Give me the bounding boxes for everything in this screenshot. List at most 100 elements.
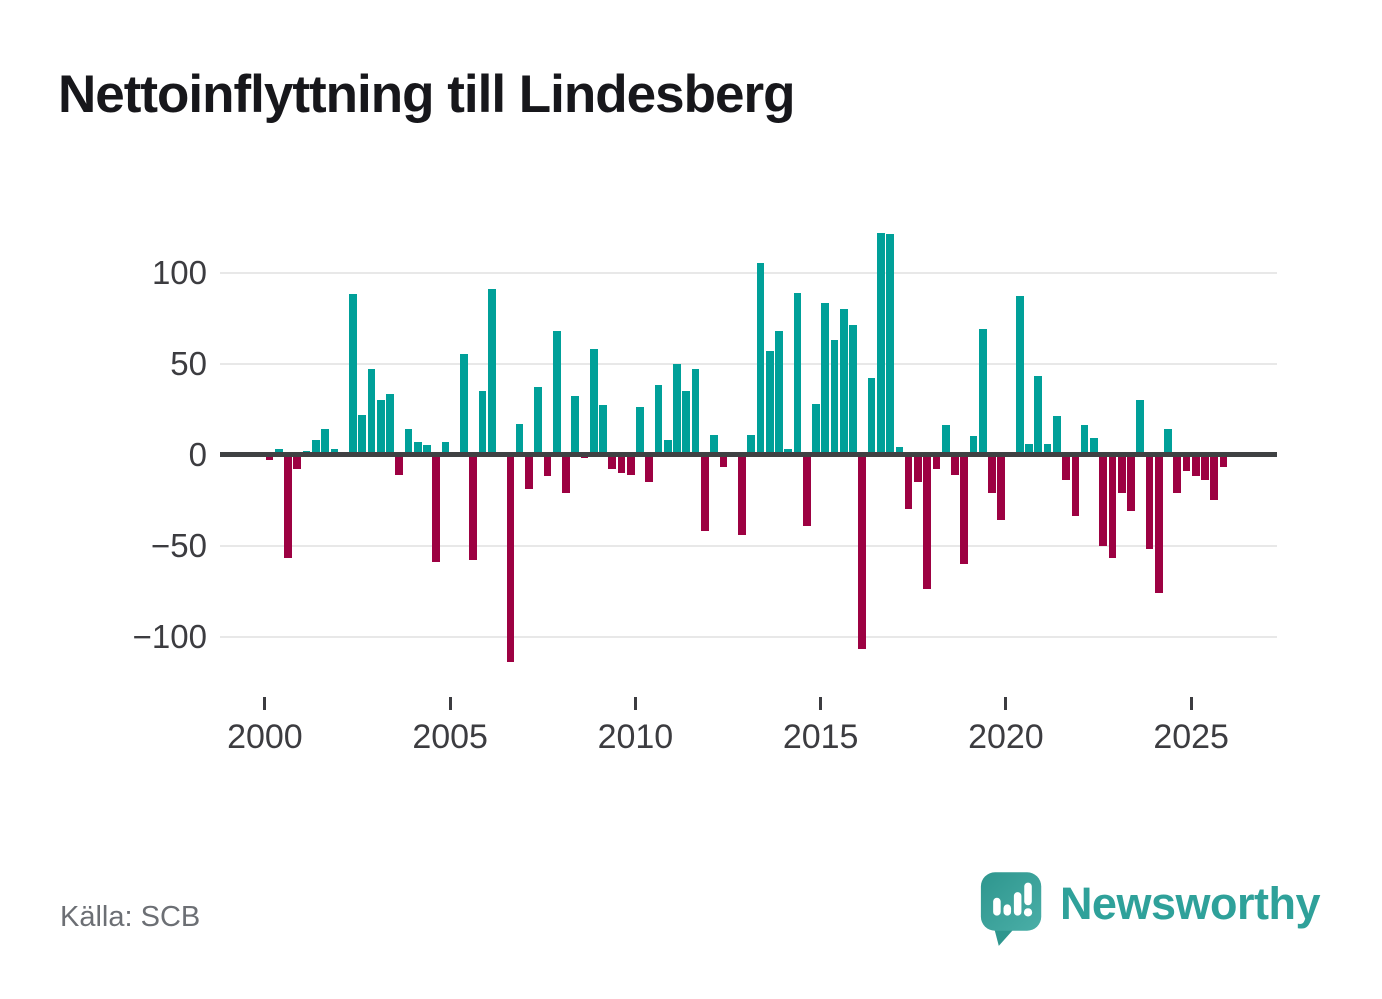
positive-bar	[321, 429, 329, 455]
positive-bar	[386, 394, 394, 455]
negative-bar	[626, 454, 635, 475]
positive-bar	[441, 441, 450, 455]
x-axis-label: 2025	[1153, 718, 1229, 756]
negative-bar	[469, 454, 478, 561]
x-axis-label: 2000	[227, 718, 303, 756]
negative-bar	[608, 454, 617, 470]
negative-bar	[997, 454, 1006, 520]
positive-bar	[839, 308, 848, 455]
negative-bar	[645, 454, 654, 482]
positive-bar	[367, 369, 376, 455]
negative-bar	[1127, 454, 1135, 511]
x-axis-label: 2015	[782, 718, 859, 756]
negative-bar	[1191, 454, 1200, 477]
positive-bar	[311, 439, 320, 455]
positive-bar	[1164, 429, 1172, 455]
negative-bar	[525, 454, 533, 490]
positive-bar	[747, 434, 756, 455]
positive-bar	[358, 414, 367, 455]
positive-bar	[534, 387, 542, 455]
negative-bar	[617, 454, 626, 473]
negative-bar	[914, 454, 922, 482]
positive-bar	[978, 328, 987, 455]
positive-bar	[654, 385, 663, 455]
negative-bar	[988, 454, 996, 493]
negative-bar	[1108, 454, 1117, 559]
negative-bar	[719, 454, 728, 468]
negative-bar	[265, 454, 274, 460]
negative-bar	[932, 454, 941, 470]
x-axis-label: 2020	[968, 718, 1044, 756]
newsworthy-wordmark: Newsworthy	[1059, 877, 1321, 929]
x-axis-label: 2010	[597, 718, 674, 756]
positive-bar	[571, 396, 580, 455]
negative-bar	[1210, 454, 1219, 500]
gridline-y-100	[220, 271, 1277, 274]
negative-bar	[562, 454, 570, 493]
negative-bar	[1071, 454, 1080, 517]
positive-bar	[376, 399, 385, 455]
positive-bar	[969, 436, 978, 455]
gridline-y--100	[220, 635, 1277, 638]
positive-bar	[775, 330, 783, 455]
x-axis-tick	[1189, 697, 1193, 710]
positive-bar	[1015, 296, 1024, 455]
positive-bar	[691, 369, 700, 455]
negative-bar	[1173, 454, 1182, 493]
positive-bar	[423, 445, 431, 455]
x-axis-tick	[819, 697, 823, 710]
negative-bar	[738, 454, 746, 535]
x-axis-tick	[1004, 697, 1008, 710]
positive-bar	[793, 292, 802, 455]
negative-bar	[923, 454, 932, 590]
negative-bar	[1182, 454, 1191, 471]
positive-bar	[1136, 399, 1145, 455]
positive-bar	[756, 263, 765, 455]
positive-bar	[330, 449, 339, 455]
positive-bar	[413, 441, 422, 455]
y-axis-label: 50	[170, 344, 207, 382]
positive-bar	[599, 405, 607, 455]
positive-bar	[849, 325, 857, 455]
negative-bar	[1099, 454, 1108, 546]
negative-bar	[1154, 454, 1163, 593]
negative-bar	[1145, 454, 1154, 550]
positive-bar	[1025, 443, 1033, 455]
negative-bar	[506, 454, 515, 662]
positive-bar	[1043, 443, 1052, 455]
source-caption: Källa: SCB	[60, 901, 201, 933]
newsworthy-branding: Newsworthy	[979, 870, 1321, 950]
positive-bar	[1034, 376, 1043, 455]
y-axis-label: 0	[188, 435, 207, 473]
negative-bar	[858, 454, 867, 650]
positive-bar	[1052, 416, 1061, 455]
y-axis-label: 100	[151, 253, 207, 291]
positive-bar	[830, 339, 839, 455]
negative-bar	[960, 454, 969, 564]
positive-bar	[821, 303, 830, 455]
negative-bar	[543, 454, 552, 477]
positive-bar	[515, 423, 524, 455]
positive-bar	[765, 350, 774, 455]
positive-bar	[886, 234, 894, 455]
positive-bar	[636, 407, 644, 455]
positive-bar	[460, 354, 468, 455]
gridline-y--50	[220, 544, 1277, 547]
negative-bar	[1201, 454, 1209, 480]
negative-bar	[432, 454, 441, 562]
positive-bar	[877, 232, 885, 455]
positive-bar	[1090, 438, 1098, 455]
gridline-y-50	[220, 362, 1277, 365]
x-axis-tick	[448, 697, 452, 710]
negative-bar	[904, 454, 913, 510]
negative-bar	[395, 454, 404, 475]
positive-bar	[682, 390, 691, 455]
y-axis-label: −100	[132, 617, 207, 655]
negative-bar	[1062, 454, 1070, 480]
positive-bar	[812, 403, 820, 455]
negative-bar	[701, 454, 709, 531]
positive-bar	[589, 348, 598, 455]
positive-bar	[1080, 425, 1089, 455]
x-axis-label: 2005	[412, 718, 488, 756]
chart-title: Nettoinflyttning till Lindesberg	[58, 65, 795, 124]
